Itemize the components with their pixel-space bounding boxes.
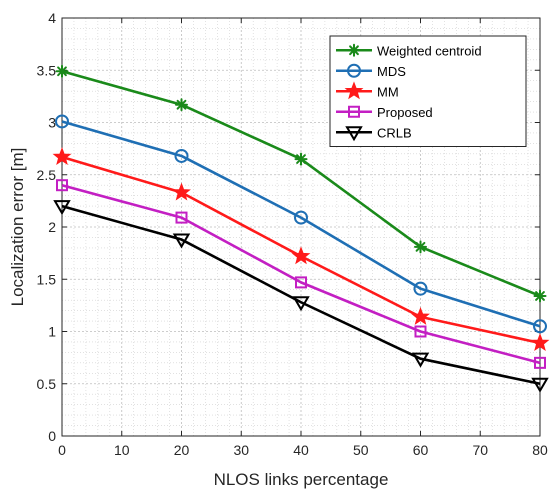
data-point-proposed	[295, 276, 307, 289]
y-tick-label: 4	[48, 10, 56, 26]
y-tick-label: 1.5	[37, 271, 57, 287]
legend-label: CRLB	[377, 125, 412, 140]
y-axis-label: Localization error [m]	[8, 148, 27, 307]
data-point-crlb	[53, 200, 71, 216]
y-tick-label: 1	[48, 324, 56, 340]
series-weighted-centroid	[55, 64, 547, 303]
x-axis-ticks: 0 10 20 30 40 50 60 70 80	[58, 18, 548, 458]
x-tick-label: 10	[114, 442, 130, 458]
y-tick-label: 0	[48, 428, 56, 444]
x-axis-label: NLOS links percentage	[214, 470, 389, 489]
data-point-crlb	[531, 377, 549, 393]
data-point-mds	[55, 114, 69, 129]
data-point-crlb	[411, 352, 430, 368]
data-point-crlb	[172, 233, 191, 249]
legend-entry-weighted-centroid: Weighted centroid	[336, 43, 482, 58]
legend-entry-crlb: CRLB	[336, 125, 412, 142]
legend-swatch-marker	[345, 126, 363, 142]
data-point-proposed	[175, 211, 188, 224]
y-tick-label: 2	[48, 219, 56, 235]
legend: Weighted centroid MDS MM Proposed CRLB	[329, 35, 527, 147]
data-point-weighted-centroid	[414, 240, 427, 254]
data-point-mm	[291, 246, 311, 265]
y-axis-ticks: 0 0.5 1 1.5 2 2.5 3 3.5 4	[37, 10, 540, 444]
legend-swatch-marker	[344, 81, 364, 100]
data-point-proposed	[534, 356, 546, 369]
data-point-weighted-centroid	[533, 289, 547, 303]
data-point-mm	[52, 147, 72, 166]
data-point-mm	[172, 182, 191, 201]
legend-entry-mm: MM	[336, 81, 399, 100]
legend-label: MDS	[377, 64, 406, 79]
data-point-weighted-centroid	[55, 64, 69, 78]
series-layer	[52, 64, 550, 393]
series-mds	[55, 114, 547, 334]
legend-label: Proposed	[377, 105, 433, 120]
x-tick-label: 40	[293, 442, 309, 458]
x-tick-label: 50	[353, 442, 369, 458]
x-tick-label: 20	[174, 442, 190, 458]
y-tick-label: 2.5	[37, 167, 57, 183]
data-point-proposed	[414, 325, 427, 338]
series-proposed	[56, 179, 546, 369]
x-tick-label: 0	[58, 442, 66, 458]
data-point-mds	[533, 319, 547, 334]
data-point-mm	[530, 333, 550, 352]
series-line-mds	[61, 120, 541, 328]
data-point-mm	[411, 306, 430, 325]
data-point-weighted-centroid	[175, 98, 188, 112]
series-line-proposed	[61, 183, 541, 365]
y-tick-label: 3.5	[37, 62, 57, 78]
data-point-mds	[413, 281, 428, 296]
legend-entry-proposed: Proposed	[336, 105, 433, 120]
x-tick-label: 80	[532, 442, 548, 458]
data-point-mds	[174, 148, 189, 163]
x-tick-label: 30	[233, 442, 249, 458]
series-mm	[52, 147, 550, 352]
x-tick-label: 60	[413, 442, 429, 458]
legend-entry-mds: MDS	[336, 63, 406, 79]
legend-swatch-marker	[348, 105, 360, 118]
y-tick-label: 3	[48, 115, 56, 131]
data-point-crlb	[292, 296, 310, 312]
legend-label: Weighted centroid	[377, 43, 482, 58]
legend-swatch-marker	[347, 43, 361, 57]
data-point-mds	[294, 210, 308, 225]
legend-swatch-marker	[347, 63, 361, 78]
series-crlb	[53, 200, 549, 393]
series-line-crlb	[61, 204, 541, 386]
legend-label: MM	[377, 84, 399, 99]
x-tick-label: 70	[472, 442, 488, 458]
y-tick-label: 0.5	[37, 376, 57, 392]
data-point-proposed	[56, 179, 68, 192]
data-point-weighted-centroid	[294, 152, 308, 166]
